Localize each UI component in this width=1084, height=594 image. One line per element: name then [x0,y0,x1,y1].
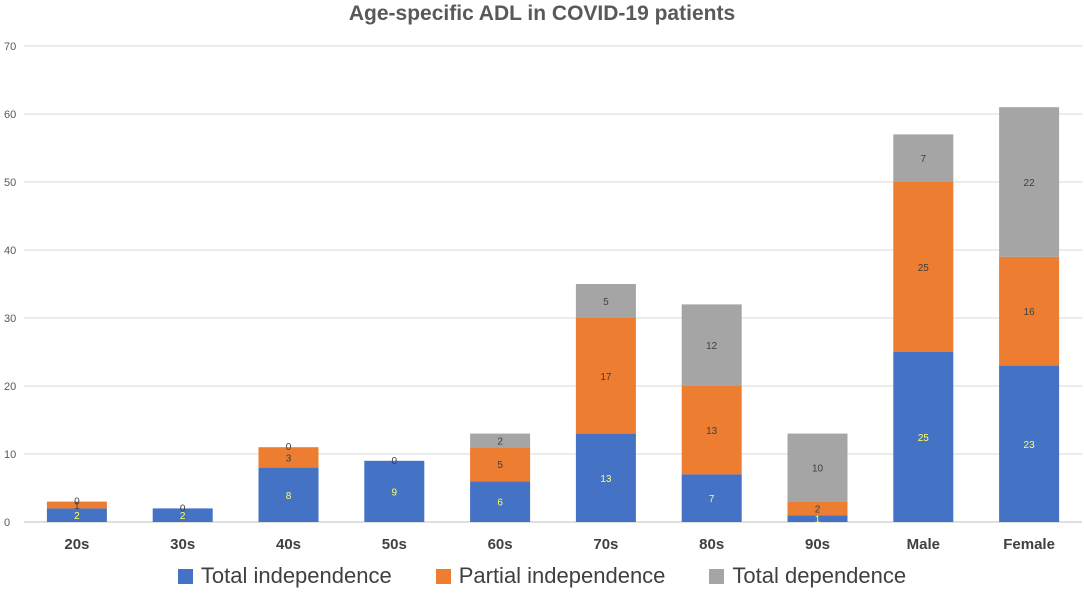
y-tick-label: 40 [4,245,16,257]
legend-swatch-total-dependence [709,568,725,584]
data-label: 6 [497,498,503,509]
data-label: 5 [603,297,609,308]
legend-label: Total independence [200,563,392,588]
x-tick-label: 40s [276,536,301,553]
x-tick-label: 70s [593,536,618,553]
legend: Total independence Partial independence … [0,563,1084,589]
legend-item-partial-independence: Partial independence [435,563,666,589]
bar-segment-2 [470,447,531,482]
bar-segment-3 [999,107,1060,257]
x-tick-label: Male [907,536,940,553]
data-label: 8 [286,491,292,502]
bar-segment-1 [470,481,531,522]
data-label: 22 [1024,178,1036,189]
data-label: 9 [392,487,398,498]
data-label: 10 [812,464,824,475]
data-label: 2 [815,504,821,515]
data-label: 25 [918,433,930,444]
data-label: 0 [180,503,186,514]
data-label: 13 [706,426,718,437]
data-label: 7 [921,154,927,165]
bar-segment-3 [787,433,848,502]
bar-segment-2 [258,447,319,468]
legend-item-total-dependence: Total dependence [709,563,906,589]
data-label: 12 [706,341,718,352]
y-tick-label: 60 [4,109,16,121]
bar-segment-1 [152,508,213,522]
y-tick-label: 20 [4,381,16,393]
data-label: 13 [600,474,612,485]
bar-segment-2 [46,501,107,509]
bar-segment-3 [681,304,742,386]
legend-swatch-partial-independence [435,568,451,584]
data-label: 2 [74,511,80,522]
x-tick-label: Female [1003,536,1055,553]
x-tick-label: 80s [699,536,724,553]
legend-swatch-total-independence [177,568,193,584]
bar-segment-1 [787,515,848,522]
bar-segment-2 [999,256,1060,366]
data-label: 5 [497,460,503,471]
x-tick-label: 20s [64,536,89,553]
bar-segment-2 [681,386,742,475]
data-label: 7 [709,494,715,505]
x-tick-label: 30s [170,536,195,553]
bar-segment-2 [575,318,636,434]
x-tick-label: 60s [488,536,513,553]
bar-segment-3 [893,134,954,182]
x-tick-label: 90s [805,536,830,553]
bar-segment-2 [893,182,954,352]
bar-segment-1 [258,467,319,522]
data-label: 25 [918,263,930,274]
bar-segment-1 [364,460,425,522]
bar-segment-3 [575,284,636,318]
data-label: 1 [815,515,821,526]
data-label: 23 [1024,440,1036,451]
y-tick-label: 30 [4,313,16,325]
bar-segment-1 [681,474,742,522]
data-label: 1 [74,501,80,512]
data-label: 2 [180,511,186,522]
legend-label: Partial independence [458,563,666,588]
data-label: 2 [497,436,503,447]
bar-segment-1 [893,352,954,522]
chart-title: Age-specific ADL in COVID-19 patients [348,2,736,25]
y-tick-label: 0 [4,517,10,529]
legend-label: Total dependence [732,563,907,588]
data-label: 3 [286,453,292,464]
data-label: 0 [392,456,398,467]
y-tick-label: 50 [4,177,16,189]
bar-segment-1 [46,508,107,522]
x-tick-label: 50s [382,536,407,553]
legend-item-total-independence: Total independence [177,563,392,589]
bar-segment-1 [575,433,636,522]
bar-segment-3 [470,433,531,448]
data-label: 17 [600,372,612,383]
bar-segment-1 [999,365,1060,522]
data-label: 0 [74,497,80,508]
bar-segment-2 [787,501,848,516]
y-tick-label: 70 [4,41,16,53]
data-label: 0 [286,442,292,453]
data-label: 16 [1024,307,1036,318]
y-tick-label: 10 [4,449,16,461]
